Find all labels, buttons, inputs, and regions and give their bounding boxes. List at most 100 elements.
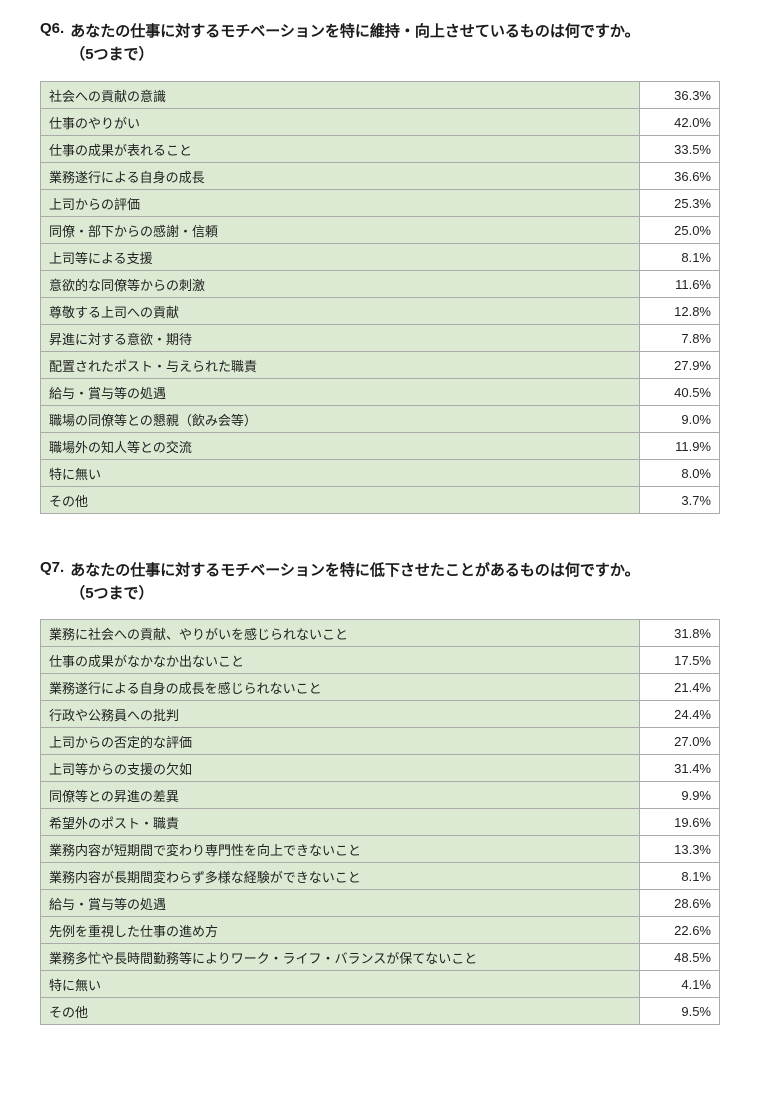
row-value: 24.4% bbox=[640, 701, 720, 728]
table-row: 配置されたポスト・与えられた職責27.9% bbox=[41, 351, 720, 378]
row-value: 22.6% bbox=[640, 917, 720, 944]
row-label: 特に無い bbox=[41, 459, 640, 486]
table-row: 仕事の成果が表れること33.5% bbox=[41, 135, 720, 162]
row-value: 33.5% bbox=[640, 135, 720, 162]
table-row: 職場の同僚等との懇親（飲み会等）9.0% bbox=[41, 405, 720, 432]
table-row: 上司からの否定的な評価27.0% bbox=[41, 728, 720, 755]
row-label: 同僚・部下からの感謝・信頼 bbox=[41, 216, 640, 243]
table-row: その他3.7% bbox=[41, 486, 720, 513]
row-value: 4.1% bbox=[640, 971, 720, 998]
table-row: 上司からの評価25.3% bbox=[41, 189, 720, 216]
question-header: Q6.あなたの仕事に対するモチベーションを特に維持・向上させているものは何ですか… bbox=[40, 20, 720, 67]
table-row: 給与・賞与等の処遇28.6% bbox=[41, 890, 720, 917]
row-value: 25.0% bbox=[640, 216, 720, 243]
table-row: 同僚・部下からの感謝・信頼25.0% bbox=[41, 216, 720, 243]
row-label: 業務内容が短期間で変わり専門性を向上できないこと bbox=[41, 836, 640, 863]
row-value: 3.7% bbox=[640, 486, 720, 513]
row-value: 9.0% bbox=[640, 405, 720, 432]
table-row: 社会への貢献の意識36.3% bbox=[41, 81, 720, 108]
table-row: 尊敬する上司への貢献12.8% bbox=[41, 297, 720, 324]
row-label: 上司等からの支援の欠如 bbox=[41, 755, 640, 782]
row-value: 21.4% bbox=[640, 674, 720, 701]
question-subtext: （5つまで） bbox=[70, 43, 639, 66]
row-label: 尊敬する上司への貢献 bbox=[41, 297, 640, 324]
table-row: 昇進に対する意欲・期待7.8% bbox=[41, 324, 720, 351]
row-label: 先例を重視した仕事の進め方 bbox=[41, 917, 640, 944]
row-label: 意欲的な同僚等からの刺激 bbox=[41, 270, 640, 297]
question-number: Q7. bbox=[40, 559, 70, 606]
row-label: 職場の同僚等との懇親（飲み会等） bbox=[41, 405, 640, 432]
row-label: 上司からの否定的な評価 bbox=[41, 728, 640, 755]
row-value: 36.6% bbox=[640, 162, 720, 189]
row-label: 業務遂行による自身の成長を感じられないこと bbox=[41, 674, 640, 701]
row-value: 19.6% bbox=[640, 809, 720, 836]
question-block: Q7.あなたの仕事に対するモチベーションを特に低下させたことがあるものは何ですか… bbox=[40, 559, 720, 1026]
question-text: あなたの仕事に対するモチベーションを特に低下させたことがあるものは何ですか。 bbox=[70, 559, 639, 582]
row-value: 31.4% bbox=[640, 755, 720, 782]
row-label: 給与・賞与等の処遇 bbox=[41, 890, 640, 917]
table-row: 先例を重視した仕事の進め方22.6% bbox=[41, 917, 720, 944]
row-value: 11.9% bbox=[640, 432, 720, 459]
row-value: 8.0% bbox=[640, 459, 720, 486]
row-value: 8.1% bbox=[640, 243, 720, 270]
question-subtext: （5つまで） bbox=[70, 582, 639, 605]
table-row: 職場外の知人等との交流11.9% bbox=[41, 432, 720, 459]
question-text-wrap: あなたの仕事に対するモチベーションを特に低下させたことがあるものは何ですか。（5… bbox=[70, 559, 639, 606]
table-row: 特に無い8.0% bbox=[41, 459, 720, 486]
table-row: 希望外のポスト・職責19.6% bbox=[41, 809, 720, 836]
table-row: 業務多忙や長時間勤務等によりワーク・ライフ・バランスが保てないこと48.5% bbox=[41, 944, 720, 971]
question-block: Q6.あなたの仕事に対するモチベーションを特に維持・向上させているものは何ですか… bbox=[40, 20, 720, 514]
row-label: 特に無い bbox=[41, 971, 640, 998]
table-row: 上司等による支援8.1% bbox=[41, 243, 720, 270]
survey-table: 業務に社会への貢献、やりがいを感じられないこと31.8%仕事の成果がなかなか出な… bbox=[40, 619, 720, 1025]
row-value: 8.1% bbox=[640, 863, 720, 890]
row-value: 9.9% bbox=[640, 782, 720, 809]
table-row: 仕事のやりがい42.0% bbox=[41, 108, 720, 135]
row-label: 同僚等との昇進の差異 bbox=[41, 782, 640, 809]
row-label: 業務多忙や長時間勤務等によりワーク・ライフ・バランスが保てないこと bbox=[41, 944, 640, 971]
row-value: 7.8% bbox=[640, 324, 720, 351]
question-text: あなたの仕事に対するモチベーションを特に維持・向上させているものは何ですか。 bbox=[70, 20, 639, 43]
row-value: 17.5% bbox=[640, 647, 720, 674]
row-label: 社会への貢献の意識 bbox=[41, 81, 640, 108]
survey-container: Q6.あなたの仕事に対するモチベーションを特に維持・向上させているものは何ですか… bbox=[40, 20, 720, 1025]
row-label: 業務内容が長期間変わらず多様な経験ができないこと bbox=[41, 863, 640, 890]
row-value: 11.6% bbox=[640, 270, 720, 297]
question-header: Q7.あなたの仕事に対するモチベーションを特に低下させたことがあるものは何ですか… bbox=[40, 559, 720, 606]
row-label: 行政や公務員への批判 bbox=[41, 701, 640, 728]
row-value: 28.6% bbox=[640, 890, 720, 917]
row-label: 業務遂行による自身の成長 bbox=[41, 162, 640, 189]
row-value: 25.3% bbox=[640, 189, 720, 216]
row-label: 業務に社会への貢献、やりがいを感じられないこと bbox=[41, 620, 640, 647]
row-label: その他 bbox=[41, 998, 640, 1025]
row-value: 36.3% bbox=[640, 81, 720, 108]
row-label: 希望外のポスト・職責 bbox=[41, 809, 640, 836]
row-label: 仕事の成果が表れること bbox=[41, 135, 640, 162]
table-row: 同僚等との昇進の差異9.9% bbox=[41, 782, 720, 809]
table-row: 業務内容が長期間変わらず多様な経験ができないこと8.1% bbox=[41, 863, 720, 890]
row-label: 仕事の成果がなかなか出ないこと bbox=[41, 647, 640, 674]
table-row: 給与・賞与等の処遇40.5% bbox=[41, 378, 720, 405]
table-row: 業務に社会への貢献、やりがいを感じられないこと31.8% bbox=[41, 620, 720, 647]
row-value: 40.5% bbox=[640, 378, 720, 405]
row-label: 給与・賞与等の処遇 bbox=[41, 378, 640, 405]
row-label: 上司からの評価 bbox=[41, 189, 640, 216]
row-value: 9.5% bbox=[640, 998, 720, 1025]
survey-table: 社会への貢献の意識36.3%仕事のやりがい42.0%仕事の成果が表れること33.… bbox=[40, 81, 720, 514]
row-label: 昇進に対する意欲・期待 bbox=[41, 324, 640, 351]
row-value: 27.9% bbox=[640, 351, 720, 378]
row-value: 27.0% bbox=[640, 728, 720, 755]
table-row: その他9.5% bbox=[41, 998, 720, 1025]
table-row: 特に無い4.1% bbox=[41, 971, 720, 998]
table-row: 上司等からの支援の欠如31.4% bbox=[41, 755, 720, 782]
row-label: 上司等による支援 bbox=[41, 243, 640, 270]
row-label: 配置されたポスト・与えられた職責 bbox=[41, 351, 640, 378]
table-row: 業務遂行による自身の成長36.6% bbox=[41, 162, 720, 189]
row-value: 13.3% bbox=[640, 836, 720, 863]
table-row: 意欲的な同僚等からの刺激11.6% bbox=[41, 270, 720, 297]
row-value: 31.8% bbox=[640, 620, 720, 647]
row-value: 42.0% bbox=[640, 108, 720, 135]
table-row: 仕事の成果がなかなか出ないこと17.5% bbox=[41, 647, 720, 674]
question-text-wrap: あなたの仕事に対するモチベーションを特に維持・向上させているものは何ですか。（5… bbox=[70, 20, 639, 67]
row-label: その他 bbox=[41, 486, 640, 513]
